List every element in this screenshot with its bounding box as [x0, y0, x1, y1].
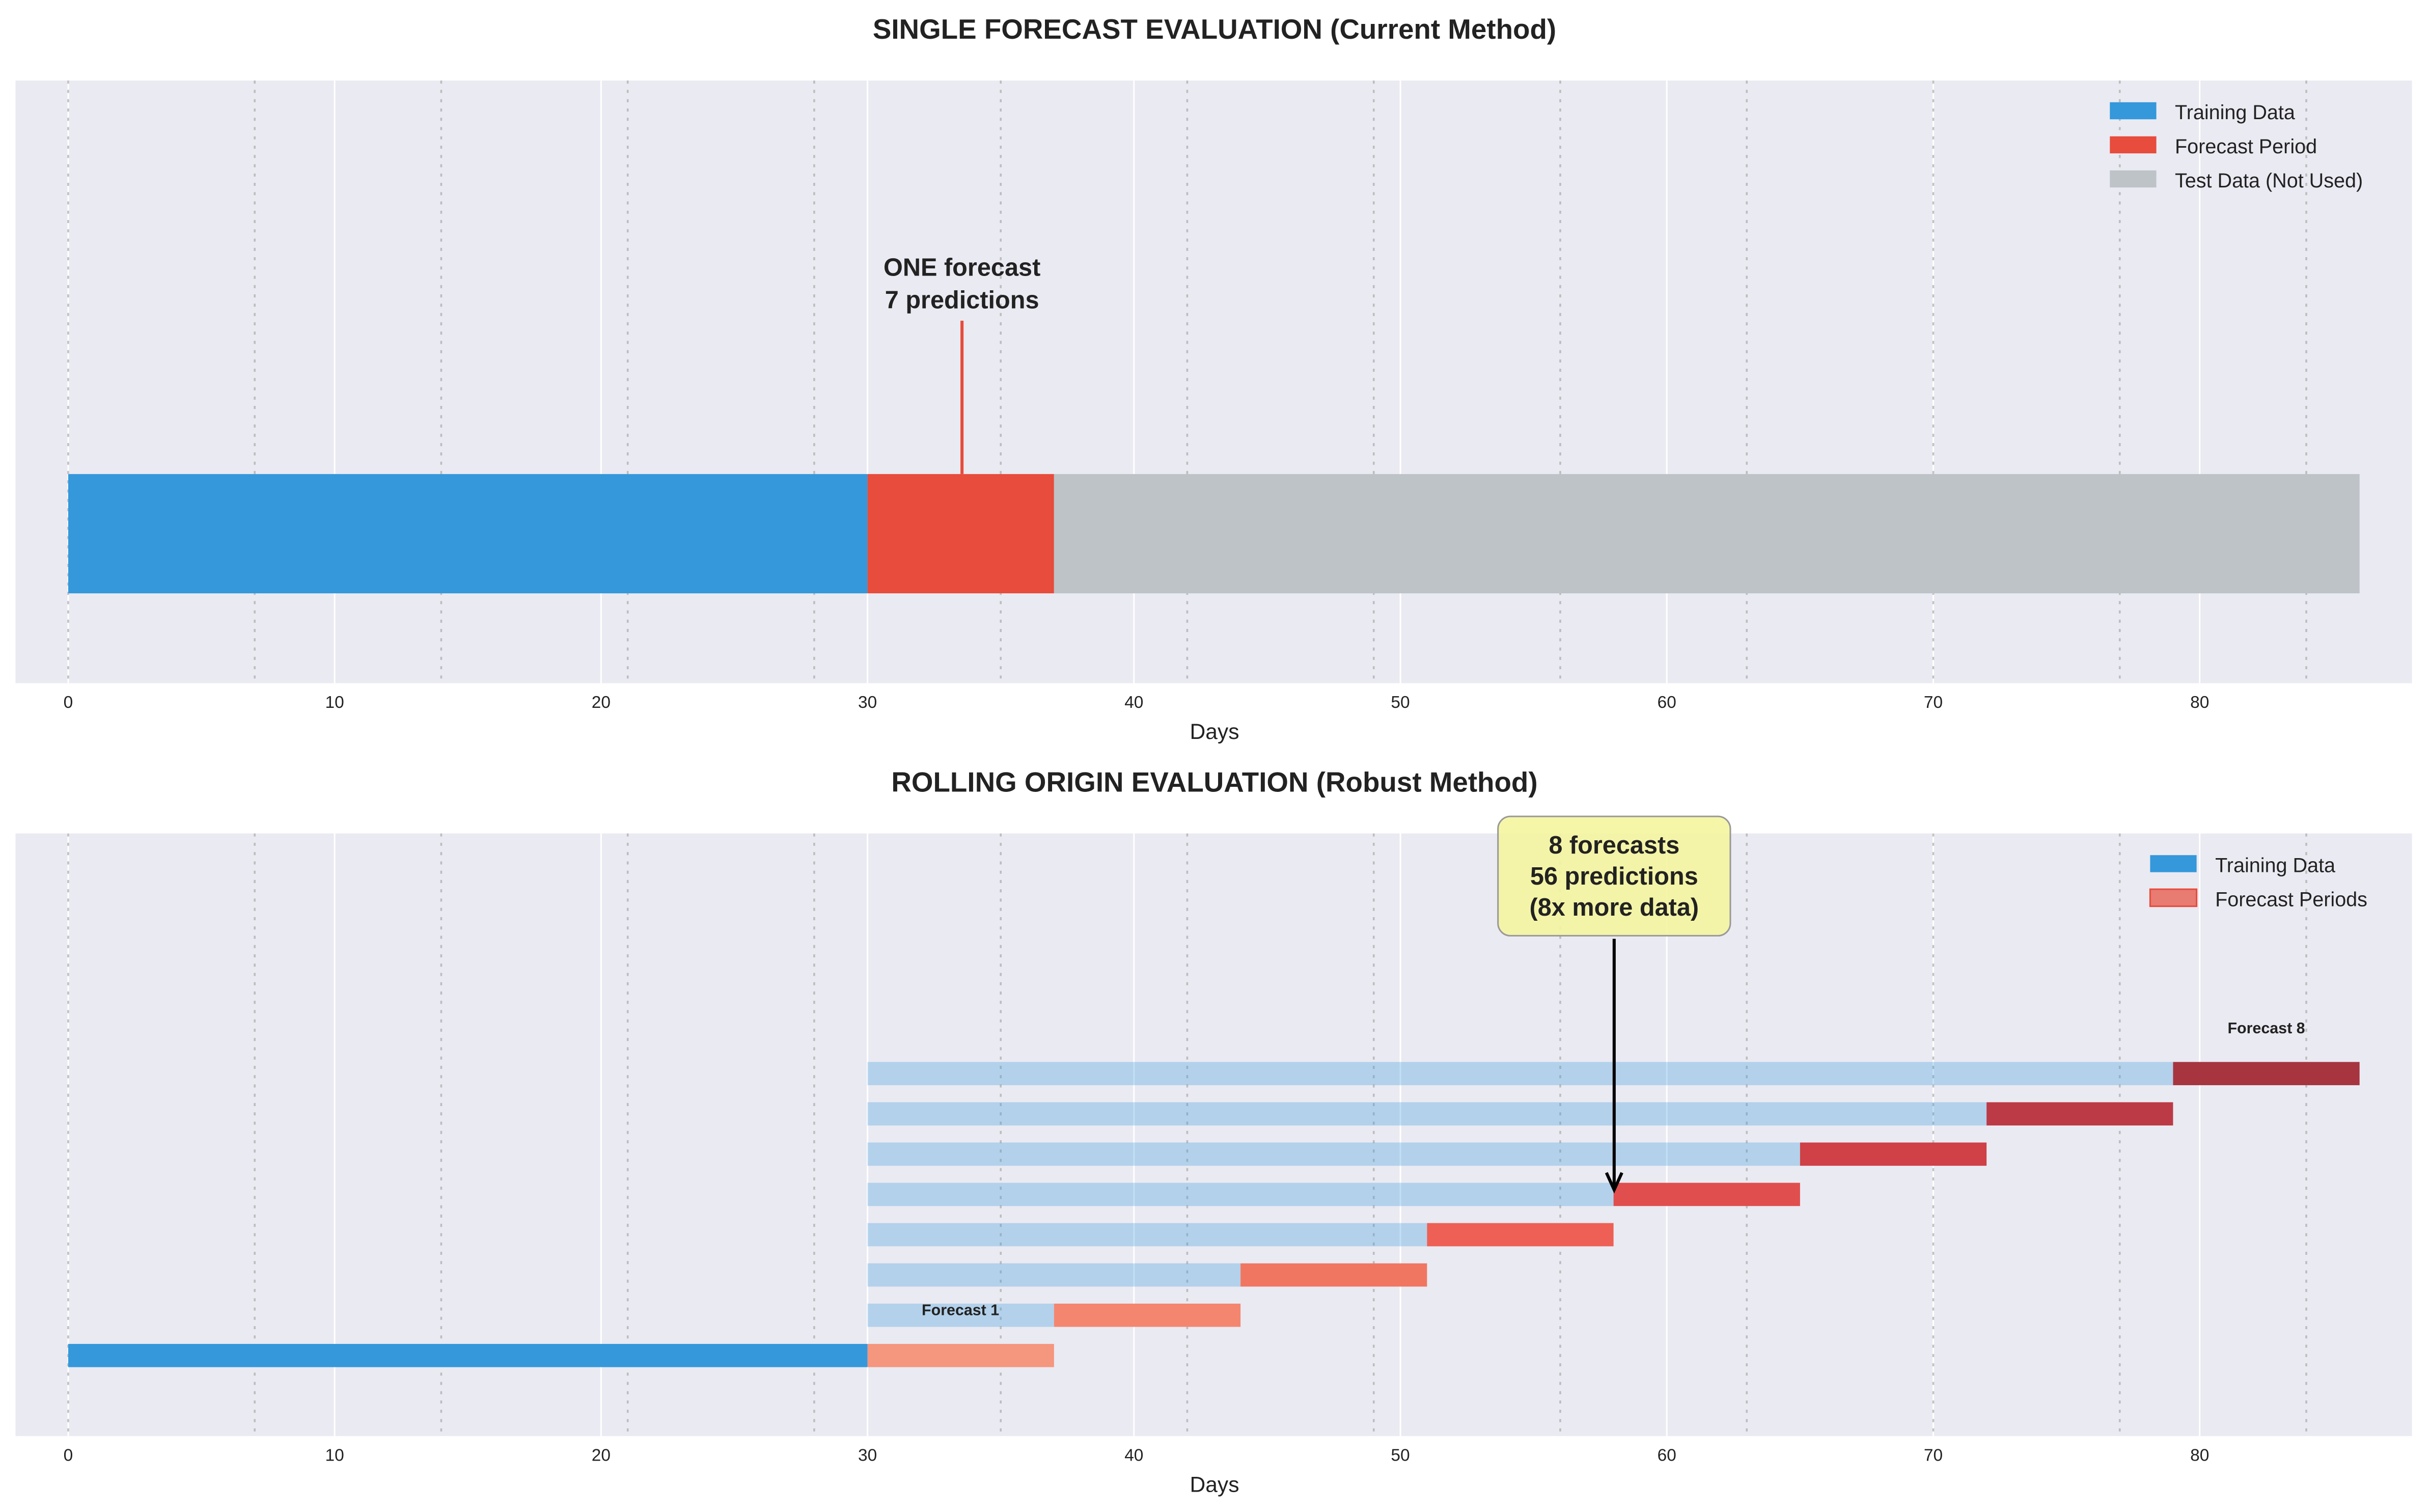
top-chart-title: SINGLE FORECAST EVALUATION (Current Meth…: [873, 13, 1556, 45]
bottom-x-tick-label: 80: [2190, 1446, 2209, 1465]
forecast-bar-3: [1240, 1263, 1427, 1287]
bottom-x-axis-label: Days: [1190, 1472, 1239, 1497]
training-bar-6: [867, 1142, 1800, 1166]
bottom-x-tick-label: 40: [1124, 1446, 1143, 1465]
arrow-head-icon: [1605, 1172, 1623, 1194]
legend-swatch-forecast: [2149, 888, 2198, 908]
legend-label-training: Training Data: [2175, 101, 2295, 124]
forecast-bar-7: [1986, 1102, 2173, 1126]
bar-test-data-not-used: [1054, 474, 2360, 594]
forecast-bar-4: [1427, 1223, 1614, 1247]
top-x-tick-label: 30: [858, 693, 877, 712]
legend-label-forecast: Forecast Periods: [2215, 889, 2367, 911]
bottom-chart-title: ROLLING ORIGIN EVALUATION (Robust Method…: [891, 766, 1537, 798]
forecast-bar-6: [1800, 1142, 1987, 1166]
forecast-bar-5: [1613, 1183, 1800, 1206]
legend-swatch-training: [2150, 855, 2197, 872]
top-x-tick-label: 40: [1124, 693, 1143, 712]
top-annotation-line1: ONE forecast: [884, 254, 1040, 281]
bottom-annotation-line2: 56 predictions: [1530, 863, 1698, 890]
top-x-tick-label: 60: [1658, 693, 1676, 712]
bar-forecast-period: [867, 474, 1054, 594]
training-bar-3: [867, 1263, 1241, 1287]
top-x-tick-label: 70: [1924, 693, 1943, 712]
bottom-annotation-line3: (8x more data): [1530, 894, 1699, 921]
bottom-x-tick-label: 60: [1658, 1446, 1676, 1465]
training-bar-4: [867, 1223, 1427, 1247]
bottom-x-tick-label: 0: [64, 1446, 73, 1465]
legend-label-test: Test Data (Not Used): [2175, 170, 2363, 192]
top-legend: Training Data Forecast Period Test Data …: [2110, 101, 2363, 192]
top-x-tick-label: 20: [592, 693, 611, 712]
top-x-tick-label: 50: [1391, 693, 1410, 712]
legend-label-forecast: Forecast Period: [2175, 135, 2317, 158]
bottom-x-tick-label: 50: [1391, 1446, 1410, 1465]
forecast-bar-1: [867, 1343, 1054, 1367]
top-x-tick-label: 80: [2190, 693, 2209, 712]
bar-training-data: [68, 474, 868, 594]
bottom-x-tick-label: 20: [592, 1446, 611, 1465]
training-bar-2: [867, 1303, 1054, 1327]
bottom-annotation-line1: 8 forecasts: [1549, 832, 1679, 859]
bottom-annotation: 8 forecasts 56 predictions (8x more data…: [1497, 815, 1731, 1194]
forecast-bar-2: [1054, 1303, 1241, 1327]
legend-swatch-forecast: [2110, 136, 2157, 154]
training-bar-8: [867, 1062, 2173, 1085]
legend-swatch-training: [2110, 102, 2157, 120]
legend-swatch-test: [2110, 170, 2157, 188]
row-label-forecast-8: Forecast 8: [2227, 1020, 2305, 1037]
row-label-forecast-1: Forecast 1: [922, 1302, 999, 1319]
annotation-box: [1497, 815, 1731, 937]
bottom-x-tick-label: 30: [858, 1446, 877, 1465]
training-bar-5: [867, 1183, 1614, 1206]
forecast-bar-8: [2173, 1062, 2360, 1085]
bottom-plot-area: [15, 833, 2412, 1436]
bottom-x-tick-label: 10: [325, 1446, 344, 1465]
training-bar-1: [68, 1343, 868, 1367]
top-annotation-line2: 7 predictions: [885, 286, 1039, 314]
legend-label-training: Training Data: [2215, 855, 2335, 877]
bottom-legend: Training Data Forecast Periods: [2149, 855, 2367, 911]
training-bar-7: [867, 1102, 1987, 1126]
top-x-tick-label: 0: [64, 693, 73, 712]
top-x-axis-label: Days: [1190, 720, 1239, 744]
top-x-tick-label: 10: [325, 693, 344, 712]
bottom-x-tick-label: 70: [1924, 1446, 1943, 1465]
